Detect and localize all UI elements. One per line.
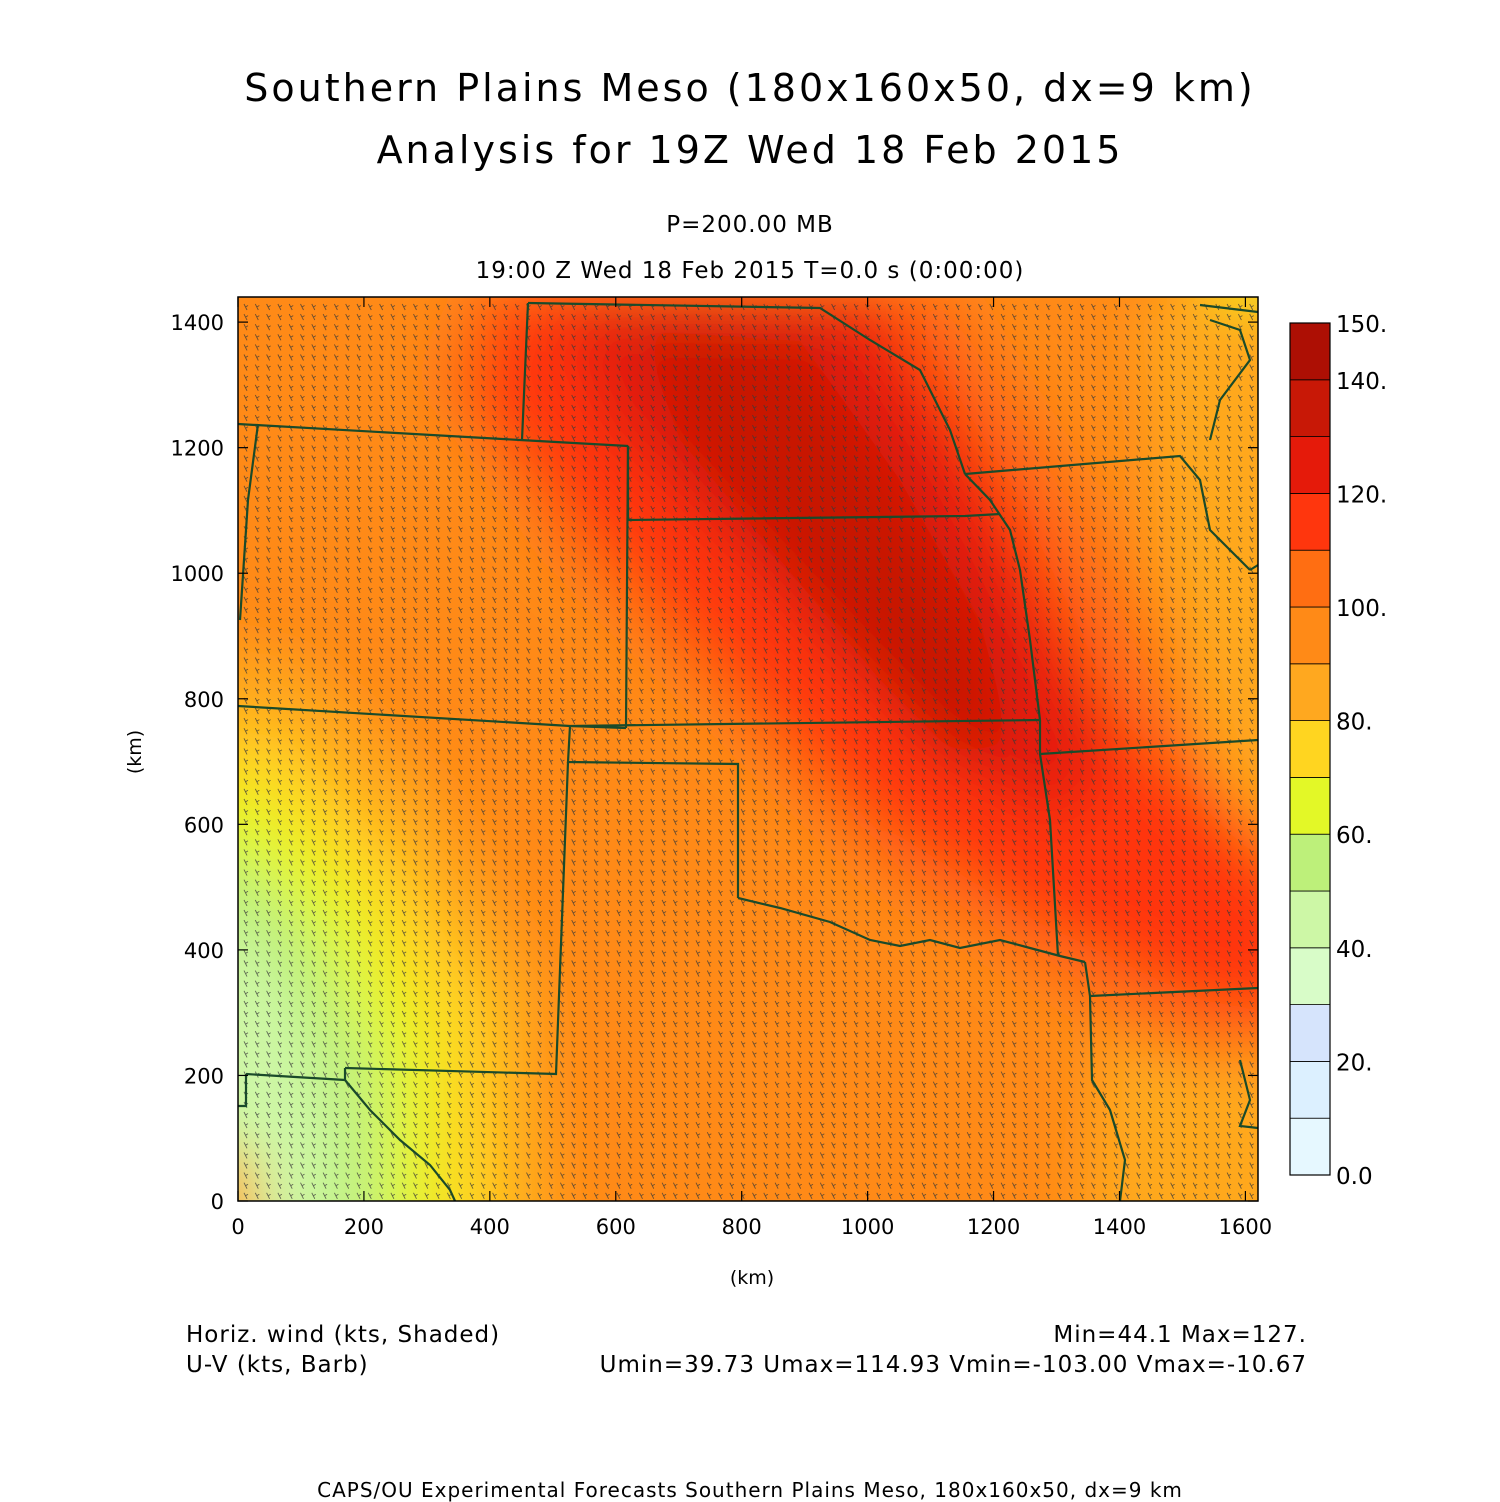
- colorbar-band: [1289, 379, 1331, 437]
- y-tick-label: 200: [184, 1064, 224, 1088]
- wind-speed-shading: [238, 297, 1258, 1201]
- footer-credit: CAPS/OU Experimental Forecasts Southern …: [317, 1478, 1183, 1502]
- colorbar-frame: [1289, 322, 1331, 1176]
- barb-field-label: U-V (kts, Barb): [186, 1352, 369, 1378]
- x-tick-label: 1000: [841, 1215, 894, 1239]
- boundary-line: [238, 1074, 248, 1108]
- x-tick-label: 800: [722, 1215, 762, 1239]
- colorbar-band: [1289, 322, 1331, 381]
- colorbar-band: [1289, 720, 1331, 778]
- x-axis: 0 200 400 600 800 1000 1200 1400 1600: [231, 297, 1272, 1239]
- x-axis-label: (km): [730, 1267, 774, 1289]
- uv-stats: Umin=39.73 Umax=114.93 Vmin=-103.00 Vmax…: [599, 1352, 1307, 1378]
- x-tick-label: 600: [596, 1215, 636, 1239]
- boundary-line: [1089, 986, 1258, 998]
- valid-time: 19:00 Z Wed 18 Feb 2015 T=0.0 s (0:00:00…: [475, 258, 1025, 284]
- colorbar-band: [1289, 492, 1331, 551]
- colorbar: 150. 140. 120. 100. 80. 60. 40. 20. 0.0: [1289, 312, 1387, 1190]
- boundary-line: [238, 422, 629, 448]
- colorbar-label: 150.: [1336, 312, 1387, 338]
- shaded-field-label: Horiz. wind (kts, Shaded): [186, 1322, 501, 1348]
- colorbar-band: [1289, 833, 1331, 892]
- x-tick-label: 200: [344, 1215, 384, 1239]
- y-tick-label: 1200: [171, 437, 224, 461]
- colorbar-band: [1289, 777, 1331, 835]
- colorbar-label: 60.: [1336, 823, 1373, 849]
- colorbar-band: [1289, 436, 1331, 494]
- boundary-line: [1208, 318, 1252, 441]
- boundary-line: [1238, 1059, 1258, 1130]
- colorbar-band: [1289, 1117, 1331, 1176]
- colorbar-label: 40.: [1336, 937, 1373, 963]
- plot-frame: [237, 296, 1259, 1202]
- colorbar-label: 80.: [1336, 710, 1373, 736]
- colorbar-band: [1289, 1004, 1331, 1062]
- colorbar-band: [1289, 606, 1331, 665]
- map-title: Southern Plains Meso (180x160x50, dx=9 k…: [244, 66, 1256, 110]
- pressure-level: P=200.00 MB: [666, 212, 834, 238]
- x-tick-label: 1600: [1219, 1215, 1272, 1239]
- colorbar-band: [1289, 549, 1331, 608]
- boundary-line: [1199, 303, 1258, 314]
- y-tick-label: 1400: [171, 311, 224, 335]
- x-tick-label: 1200: [967, 1215, 1020, 1239]
- wind-barbs: [243, 303, 1254, 1200]
- boundary-line: [737, 896, 1086, 964]
- y-tick-label: 800: [184, 688, 224, 712]
- boundary-line: [1083, 961, 1127, 1201]
- colorbar-label: 20.: [1336, 1050, 1373, 1076]
- barb-field: [243, 303, 1254, 1200]
- boundary-line: [238, 423, 260, 621]
- y-tick-label: 400: [184, 939, 224, 963]
- boundary-line: [344, 761, 570, 1076]
- colorbar-band: [1289, 947, 1331, 1005]
- boundary-line: [566, 725, 740, 898]
- y-tick-label: 600: [184, 813, 224, 837]
- x-tick-label: 400: [470, 1215, 510, 1239]
- y-axis-label: (km): [124, 730, 146, 774]
- y-axis: 0 200 400 600 800 1000 1200 1400: [171, 311, 1258, 1214]
- boundary-line: [964, 454, 1251, 571]
- colorbar-label: 140.: [1336, 369, 1387, 395]
- state-boundaries: [238, 301, 1258, 1201]
- boundary-line: [1038, 720, 1060, 957]
- boundary-line: [520, 302, 530, 441]
- y-tick-label: 0: [211, 1190, 224, 1214]
- boundary-line: [527, 301, 967, 475]
- y-tick-label: 1000: [171, 562, 224, 586]
- colorbar-label: 0.0: [1336, 1164, 1373, 1190]
- analysis-time-title: Analysis for 19Z Wed 18 Feb 2015: [376, 128, 1124, 172]
- boundary-line: [964, 473, 1042, 721]
- colorbar-label: 100.: [1336, 596, 1387, 622]
- colorbar-band: [1289, 663, 1331, 721]
- boundary-line: [1249, 564, 1258, 571]
- min-max-stats: Min=44.1 Max=127.: [1053, 1322, 1307, 1348]
- colorbar-band: [1289, 1061, 1331, 1119]
- colorbar-label: 120.: [1336, 482, 1387, 508]
- colorbar-band: [1289, 890, 1331, 949]
- boundary-line: [1039, 738, 1258, 756]
- boundary-line: [569, 718, 1041, 728]
- x-tick-label: 1400: [1093, 1215, 1146, 1239]
- boundary-line: [624, 445, 630, 729]
- x-tick-label: 0: [231, 1215, 244, 1239]
